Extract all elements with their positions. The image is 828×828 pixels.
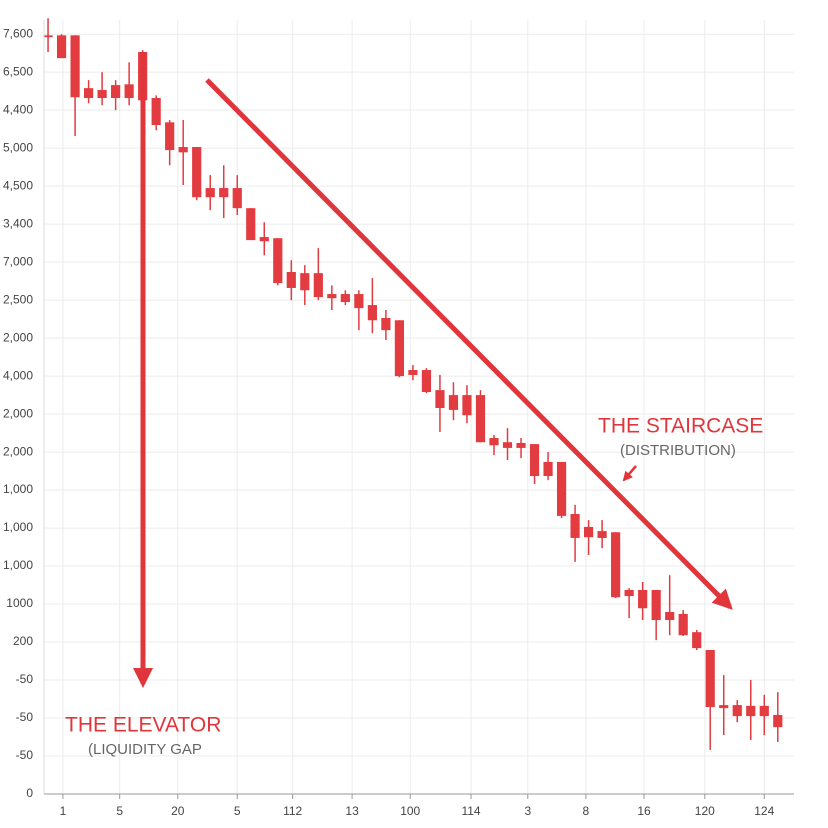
x-tick-label: 100 xyxy=(400,804,420,818)
candle-body xyxy=(205,188,215,198)
candle-body xyxy=(489,438,499,446)
candle-body xyxy=(408,370,418,375)
staircase-arrow xyxy=(205,78,733,610)
y-tick-label: -50 xyxy=(16,672,34,686)
pointer-arrow xyxy=(622,465,637,482)
y-tick-label: 2,500 xyxy=(3,292,33,306)
x-tick-label: 5 xyxy=(116,804,123,818)
y-tick-label: 1,000 xyxy=(3,558,33,572)
y-tick-label: 200 xyxy=(13,634,33,648)
y-tick-label: 2,000 xyxy=(3,406,33,420)
candle-body xyxy=(638,589,648,609)
candle-body xyxy=(462,395,472,416)
candle-body xyxy=(313,273,323,298)
x-tick-label: 8 xyxy=(583,804,590,818)
candle-body xyxy=(219,188,229,198)
x-tick-label: 20 xyxy=(171,804,185,818)
candle-body xyxy=(705,650,715,708)
candle-body xyxy=(543,461,553,477)
y-tick-label: -50 xyxy=(16,748,34,762)
candle-body xyxy=(611,532,621,598)
x-tick-label: 3 xyxy=(524,804,531,818)
x-tick-label: 120 xyxy=(695,804,715,818)
candle-body xyxy=(394,320,404,377)
candle-body xyxy=(340,294,350,303)
candle-body xyxy=(70,35,80,98)
y-tick-label: 1000 xyxy=(6,596,33,610)
y-tick-label: 1,000 xyxy=(3,482,33,496)
candle-body xyxy=(435,390,445,409)
candle-body xyxy=(570,514,580,538)
y-tick-label: 4,400 xyxy=(3,102,33,116)
y-tick-label: 3,400 xyxy=(3,216,33,230)
candle-body xyxy=(124,84,134,99)
y-tick-label: 5,000 xyxy=(3,140,33,154)
y-tick-label: -50 xyxy=(16,710,34,724)
y-tick-label: 2,000 xyxy=(3,330,33,344)
x-tick-label: 5 xyxy=(234,804,241,818)
x-tick-label: 124 xyxy=(754,804,774,818)
candle-body xyxy=(84,88,94,99)
candle-body xyxy=(448,395,459,410)
candle-body xyxy=(678,613,688,636)
candle-body xyxy=(773,714,783,728)
candle-body xyxy=(232,188,242,209)
y-tick-label: 0 xyxy=(26,786,33,800)
candle-body xyxy=(354,294,364,309)
y-tick-label: 7,000 xyxy=(3,254,33,268)
y-tick-label: 4,000 xyxy=(3,368,33,382)
candle-body xyxy=(259,237,269,242)
candle-body xyxy=(56,35,67,59)
annotation-sub: (DISTRIBUTION) xyxy=(620,442,736,459)
y-tick-label: 1,000 xyxy=(3,520,33,534)
y-tick-label: 6,500 xyxy=(3,64,33,78)
annotation: THE ELEVATOR xyxy=(65,714,221,737)
candle-body xyxy=(746,705,756,717)
annotation-sub: (LIQUIDITY GAP xyxy=(88,741,202,758)
candle-body xyxy=(381,317,391,331)
candle-body xyxy=(529,444,540,477)
x-tick-label: 1 xyxy=(60,804,67,818)
candle-body xyxy=(759,705,769,717)
candle-body xyxy=(151,98,161,125)
candle-body xyxy=(327,294,337,299)
candle-body xyxy=(300,273,310,291)
candle-body xyxy=(502,442,513,448)
candle-body xyxy=(732,705,742,717)
candle-body xyxy=(475,395,486,443)
candle-body xyxy=(597,531,607,538)
x-tick-label: 13 xyxy=(345,804,359,818)
y-tick-label: 7,600 xyxy=(3,26,33,40)
candle-body xyxy=(516,442,526,448)
candle-body xyxy=(192,147,202,198)
y-tick-label: 4,500 xyxy=(3,178,33,192)
candles xyxy=(43,18,783,750)
candle-body xyxy=(367,305,377,321)
candle-body xyxy=(421,370,432,393)
candle-body xyxy=(665,612,675,621)
candle-body xyxy=(178,147,188,153)
grid xyxy=(44,20,794,799)
candle-body xyxy=(556,461,567,516)
y-tick-label: 2,000 xyxy=(3,444,33,458)
candle-body xyxy=(165,122,175,151)
candle-body xyxy=(43,35,53,38)
candle-body xyxy=(273,238,283,284)
candle-body xyxy=(651,589,661,621)
annotation: THE STAIRCASE xyxy=(598,415,763,438)
candle-body xyxy=(719,705,729,709)
x-tick-label: 114 xyxy=(461,804,480,818)
candle-body xyxy=(624,589,634,597)
x-tick-label: 112 xyxy=(283,804,302,818)
candle-body xyxy=(286,272,296,288)
candle-body xyxy=(246,208,256,241)
x-tick-label: 16 xyxy=(637,804,651,818)
candle-body xyxy=(584,526,594,538)
candle-body xyxy=(97,90,107,99)
candle-body xyxy=(111,85,121,99)
candle-body xyxy=(692,632,702,649)
